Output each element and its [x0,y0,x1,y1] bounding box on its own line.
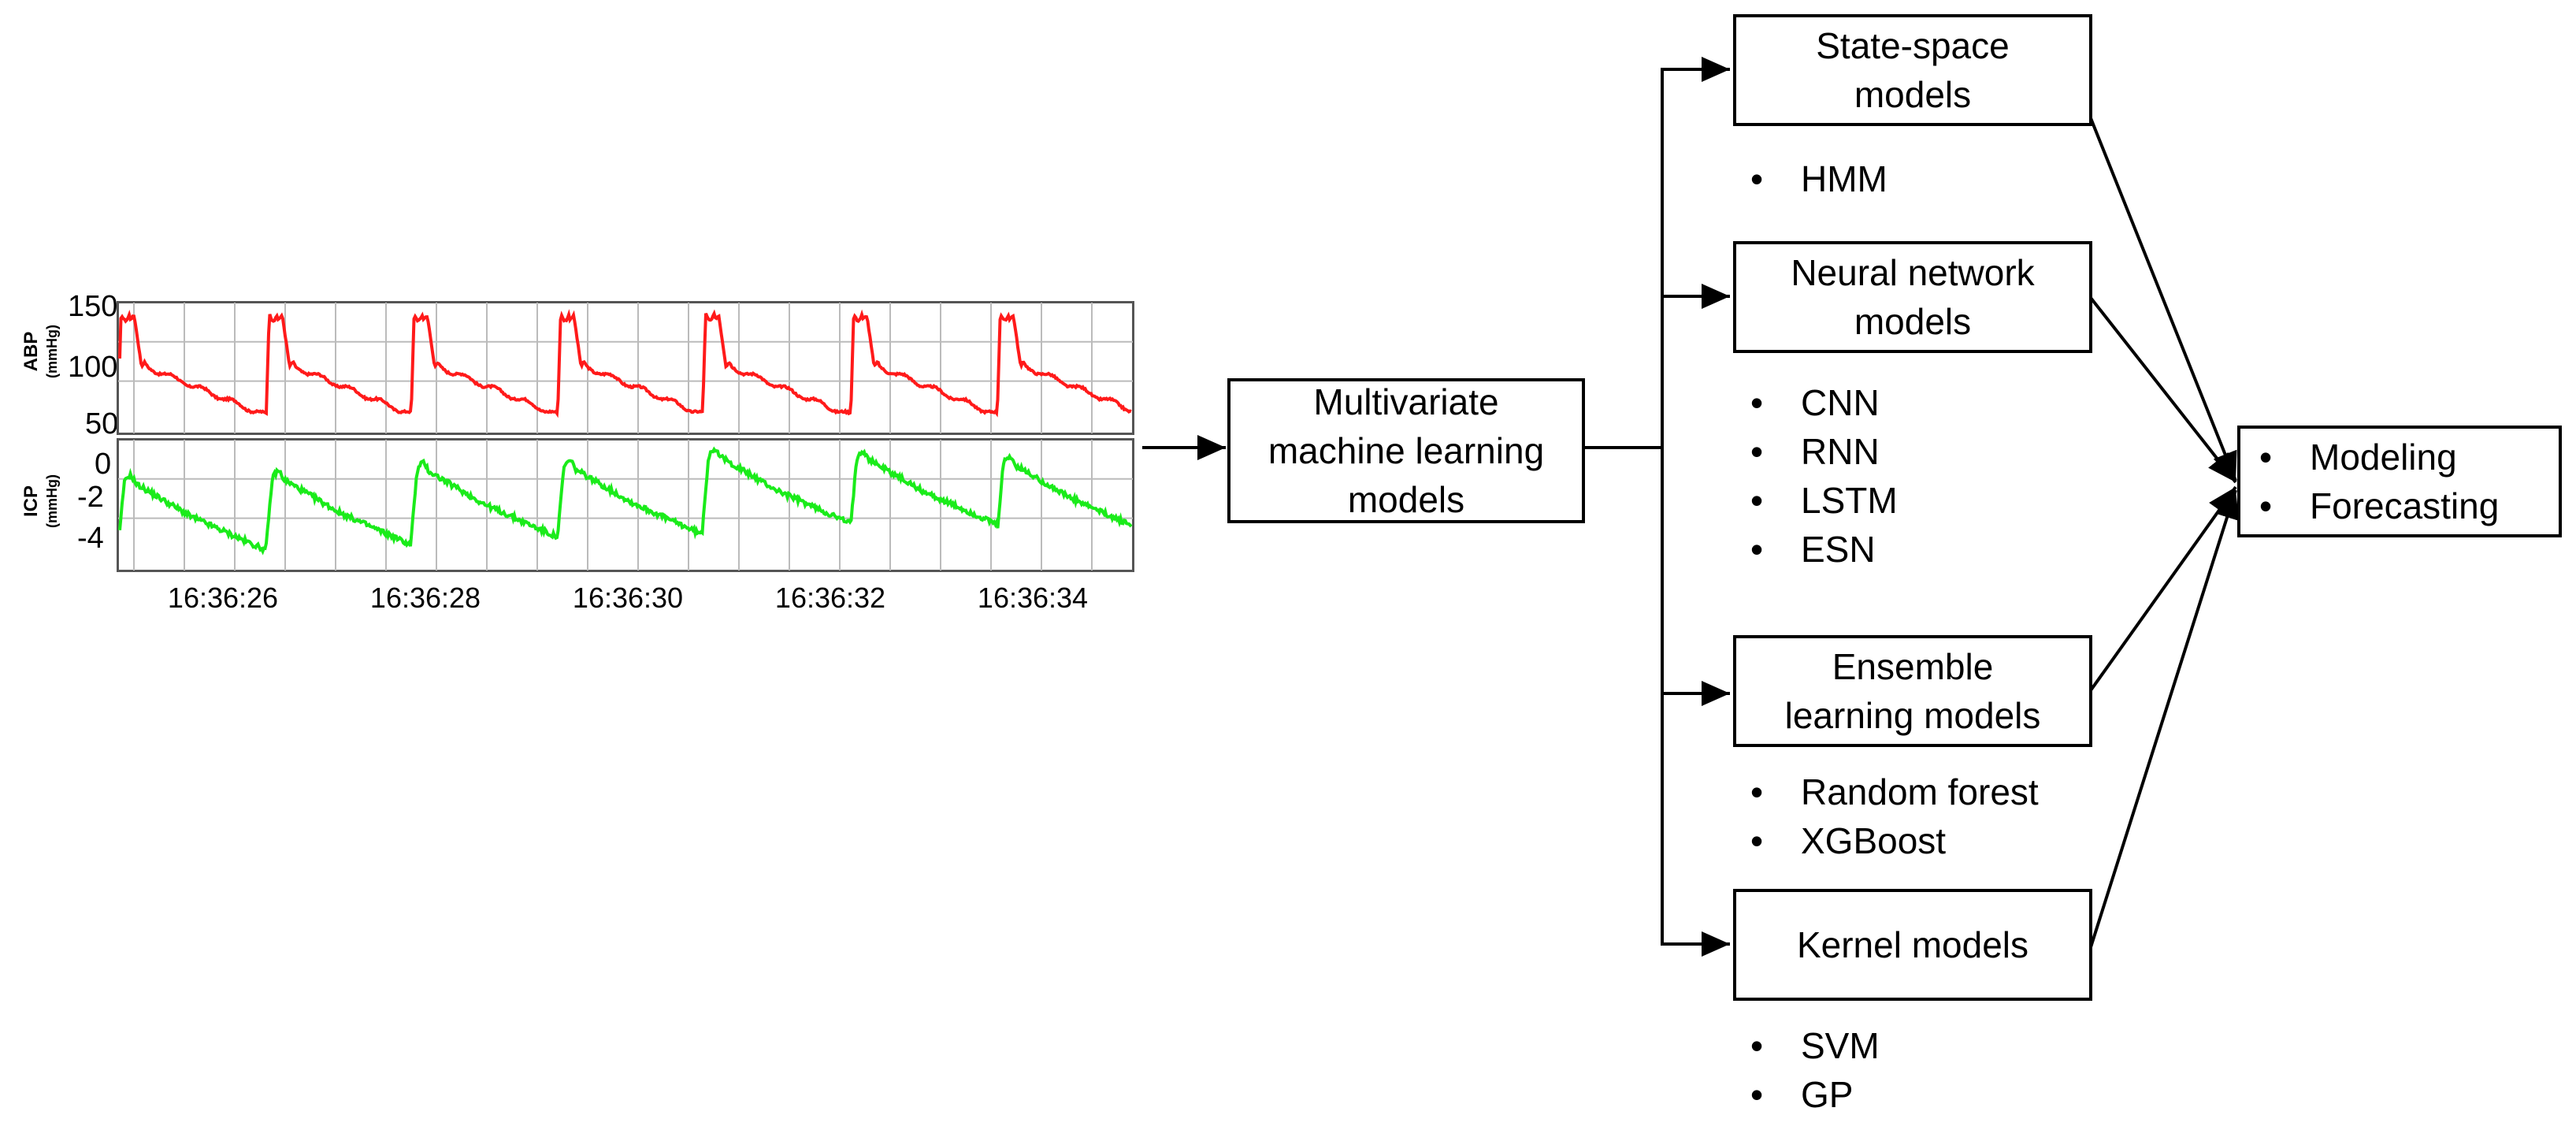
list-item: HMM [1750,154,1887,203]
kernel-list: SVM GP [1750,1021,1880,1119]
icp-tick-label: -2 [77,481,104,514]
list-item: XGBoost [1750,816,2039,865]
list-item: RNN [1750,427,1898,476]
abp-trace [118,309,1132,418]
center-box-line: models [1347,479,1465,520]
output-box: Modeling Forecasting [2237,426,2562,537]
list-item: ESN [1750,525,1898,574]
box-line: models [1854,301,1972,342]
box-line: Kernel models [1796,924,2029,965]
kernel-box: Kernel models [1733,889,2092,1001]
output-list: Modeling Forecasting [2259,433,2499,530]
converge-arrow-neural [2089,296,2237,484]
abp-tick-label: 150 [68,290,118,323]
list-item: SVM [1750,1021,1880,1070]
center-box-line: machine learning [1268,430,1545,471]
abp-tick-label: 100 [68,351,118,384]
ensemble-list: Random forest XGBoost [1750,768,2039,865]
list-item: CNN [1750,378,1898,427]
list-item: Forecasting [2259,481,2499,530]
time-tick-label: 16:36:34 [977,582,1089,614]
box-line: Neural network [1791,252,2035,293]
neural-network-list: CNN RNN LSTM ESN [1750,378,1898,574]
converge-arrow-kernel [2089,489,2240,948]
box-line: models [1854,74,1972,115]
list-item: GP [1750,1070,1880,1119]
icp-tick-label: 0 [95,448,112,481]
center-box-line: Multivariate [1313,381,1499,422]
time-tick-label: 16:36:32 [774,582,886,614]
list-item: LSTM [1750,476,1898,525]
time-tick-label: 16:36:26 [167,582,279,614]
abp-plot-panel [117,301,1134,435]
abp-tick-label: 50 [85,407,119,440]
state-space-list: HMM [1750,154,1887,203]
list-item: Random forest [1750,768,2039,816]
icp-plot-panel [117,438,1134,572]
state-space-box: State-space models [1733,14,2092,126]
time-tick-label: 16:36:28 [369,582,481,614]
converge-arrow-ensemble [2089,485,2237,692]
list-item: Modeling [2259,433,2499,481]
box-line: learning models [1784,695,2041,736]
box-line: State-space [1816,25,2010,66]
icp-tick-label: -4 [77,522,104,555]
neural-network-box: Neural network models [1733,241,2092,353]
ensemble-box: Ensemble learning models [1733,635,2092,747]
box-line: Ensemble [1832,646,1994,687]
converge-arrow-state-space [2089,117,2237,481]
multivariate-ml-box: Multivariate machine learning models [1227,378,1585,523]
icp-trace [118,446,1133,556]
time-tick-label: 16:36:30 [572,582,684,614]
